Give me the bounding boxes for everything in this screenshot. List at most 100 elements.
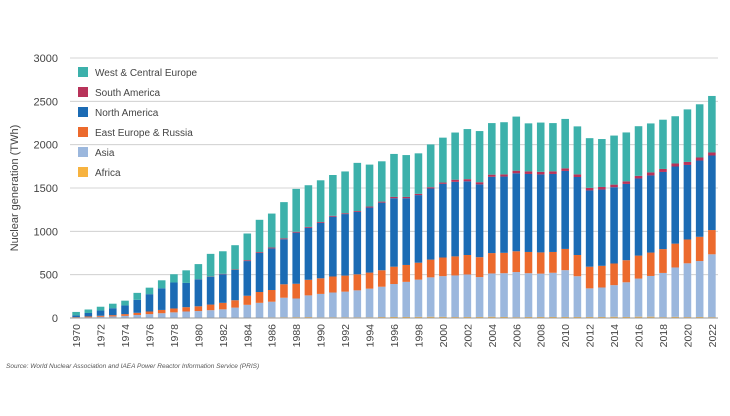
bar-segment-west-central-europe-2009 (549, 123, 557, 171)
x-tick-label: 1994 (365, 324, 377, 348)
bar-segment-north-america-2019 (671, 167, 679, 244)
bar-segment-east-europe-russia-2014 (610, 263, 618, 285)
bar-segment-west-central-europe-2005 (500, 122, 508, 174)
bar-segment-north-america-2022 (708, 156, 716, 231)
bar-segment-south-america-1992 (341, 213, 349, 214)
bar-segment-asia-2015 (623, 282, 631, 317)
bar-segment-south-america-2013 (598, 187, 606, 190)
x-tick-label: 2014 (609, 324, 621, 348)
bar-segment-east-europe-russia-2010 (561, 249, 569, 270)
bar-segment-south-america-1989 (305, 227, 313, 228)
y-tick-label: 500 (40, 270, 58, 282)
bar-segment-north-america-1971 (85, 313, 93, 316)
bar-segment-north-america-2011 (574, 177, 582, 255)
bar-segment-west-central-europe-1992 (341, 171, 349, 213)
bar-segment-east-europe-russia-1993 (354, 274, 362, 290)
bar-segment-east-europe-russia-2011 (574, 255, 582, 276)
bar-segment-north-america-1993 (354, 212, 362, 274)
bar-segment-south-america-2006 (512, 171, 520, 174)
y-tick-label: 1000 (34, 226, 58, 238)
bar-segment-asia-1979 (182, 312, 190, 319)
bar-segment-east-europe-russia-1998 (415, 263, 423, 280)
bar-segment-asia-1997 (402, 282, 410, 317)
legend-swatch (78, 67, 88, 77)
x-tick-label: 2002 (462, 324, 474, 348)
bar-segment-asia-2005 (500, 273, 508, 317)
bar-segment-west-central-europe-2017 (647, 123, 655, 172)
bar-segment-west-central-europe-1998 (415, 153, 423, 193)
bar-segment-west-central-europe-2019 (671, 116, 679, 163)
bar-segment-south-america-2010 (561, 168, 569, 171)
bar-segment-west-central-europe-1982 (219, 251, 227, 274)
bar-segment-north-america-1979 (182, 283, 190, 307)
bar-segment-north-america-1975 (133, 300, 141, 313)
bar-segment-asia-1985 (256, 303, 264, 318)
bar-segment-east-europe-russia-1999 (427, 260, 435, 278)
bar-segment-north-america-2002 (464, 181, 472, 255)
bar-segment-asia-2016 (635, 279, 643, 317)
y-tick-label: 3000 (34, 53, 58, 65)
x-tick-label: 1984 (242, 324, 254, 348)
bar-segment-west-central-europe-1997 (402, 155, 410, 197)
bar-segment-south-america-1994 (366, 207, 374, 208)
bar-segment-south-america-2021 (696, 157, 704, 160)
y-tick-label: 1500 (34, 183, 58, 195)
bar-segment-north-america-1976 (146, 294, 154, 311)
bar-segment-west-central-europe-1980 (195, 264, 203, 279)
bar-segment-west-central-europe-2021 (696, 104, 704, 157)
bar-segment-asia-1982 (219, 309, 227, 318)
bar-segment-east-europe-russia-2005 (500, 253, 508, 273)
bar-segment-south-america-2005 (500, 174, 508, 176)
bar-segment-east-europe-russia-1989 (305, 280, 313, 296)
bar-segment-asia-1990 (317, 294, 325, 317)
bar-segment-asia-1980 (195, 311, 203, 318)
bar-segment-east-europe-russia-2015 (623, 260, 631, 282)
source-note: Source: World Nuclear Association and IA… (6, 363, 259, 370)
bar-segment-north-america-2010 (561, 171, 569, 249)
bar-segment-west-central-europe-2001 (451, 133, 459, 180)
bar-segment-east-europe-russia-2022 (708, 230, 716, 254)
bar-segment-asia-2018 (659, 273, 667, 317)
bar-segment-north-america-2016 (635, 178, 643, 255)
bar-segment-south-america-1999 (427, 187, 435, 188)
bar-segment-west-central-europe-2018 (659, 120, 667, 169)
bar-segment-asia-1984 (243, 305, 251, 318)
bar-segment-east-europe-russia-1983 (231, 300, 239, 307)
bar-segment-north-america-2006 (512, 173, 520, 251)
bar-segment-east-europe-russia-2012 (586, 267, 594, 289)
x-tick-label: 2000 (438, 324, 450, 348)
bar-segment-west-central-europe-1985 (256, 220, 264, 252)
bar-segment-asia-2020 (684, 263, 692, 317)
bar-segment-north-america-2018 (659, 172, 667, 249)
bar-segment-west-central-europe-1989 (305, 185, 313, 227)
bar-segment-west-central-europe-1981 (207, 254, 215, 277)
bar-segment-asia-1976 (146, 314, 154, 318)
bar-segment-asia-1992 (341, 292, 349, 318)
bar-segment-north-america-2020 (684, 165, 692, 240)
bar-segment-east-europe-russia-2020 (684, 239, 692, 263)
bar-segment-west-central-europe-1975 (133, 293, 141, 300)
bar-segment-south-america-2007 (525, 171, 533, 174)
bar-segment-west-central-europe-2015 (623, 132, 631, 181)
bar-segment-east-europe-russia-1988 (292, 284, 300, 299)
x-tick-label: 2004 (487, 324, 499, 348)
bar-segment-north-america-2012 (586, 190, 594, 266)
bar-segment-east-europe-russia-1972 (97, 316, 105, 317)
bar-segment-east-europe-russia-2004 (488, 253, 496, 273)
bar-segment-east-europe-russia-2006 (512, 251, 520, 272)
bar-segment-south-america-2015 (623, 181, 631, 184)
x-tick-label: 1988 (291, 324, 303, 348)
bar-segment-south-america-2002 (464, 179, 472, 181)
bar-segment-north-america-1972 (97, 311, 105, 316)
bar-segment-east-europe-russia-1997 (402, 265, 410, 282)
bar-segment-west-central-europe-1979 (182, 270, 190, 283)
bar-segment-west-central-europe-1977 (158, 280, 166, 288)
bar-segment-west-central-europe-1971 (85, 310, 93, 313)
bar-segment-south-america-2016 (635, 176, 643, 179)
bar-segment-east-europe-russia-2003 (476, 257, 484, 277)
bar-segment-asia-2003 (476, 277, 484, 317)
bar-segment-north-america-1988 (292, 233, 300, 284)
bar-segment-west-central-europe-1974 (121, 301, 129, 306)
bar-segment-asia-2014 (610, 285, 618, 317)
bar-segment-east-europe-russia-1976 (146, 312, 154, 315)
